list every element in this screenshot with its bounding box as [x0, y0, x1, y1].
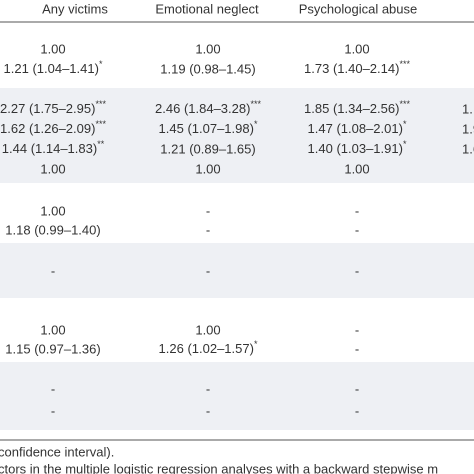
cell: 1.21 (0.89–1.65): [160, 141, 255, 156]
cell: -: [206, 263, 210, 278]
cell-value: 1.73 (1.40–2.14): [304, 61, 399, 76]
row-shade: [0, 243, 474, 298]
cell: 1.00: [344, 161, 369, 176]
cell: 1.44 (1.14–1.83)**: [2, 139, 105, 156]
row-shade: [0, 362, 474, 430]
significance: ***: [95, 119, 106, 129]
footnote: ctors in the multiple logistic regressio…: [0, 461, 438, 474]
significance: *: [99, 59, 103, 69]
cell: 1.00: [40, 41, 65, 56]
cell: 1.9: [462, 121, 474, 136]
cell: -: [206, 403, 210, 418]
cell: 1.45 (1.07–1.98)*: [159, 119, 258, 136]
row-shade: [0, 88, 474, 183]
cell: 1.00: [344, 41, 369, 56]
significance: *: [403, 139, 407, 149]
cell: 1.00: [195, 41, 220, 56]
cell: 1.00: [195, 322, 220, 337]
significance: ***: [250, 99, 261, 109]
cell-value: 1.47 (1.08–2.01): [308, 121, 403, 136]
cell: 1.62 (1.26–2.09)***: [0, 119, 106, 136]
cell: 1.00: [195, 161, 220, 176]
cell-value: 1.45 (1.07–1.98): [159, 121, 254, 136]
cell: 1.00: [40, 161, 65, 176]
cell-value: 1.44 (1.14–1.83): [2, 141, 97, 156]
cell: 1.18 (0.99–1.40): [5, 222, 100, 237]
cell: -: [51, 381, 55, 396]
column-header: Psychological abuse: [299, 1, 418, 16]
cell-value: 1.85 (1.34–2.56): [304, 101, 399, 116]
cell: -: [206, 203, 210, 218]
cell: -: [355, 263, 359, 278]
cell: 1.6: [462, 141, 474, 156]
cell: -: [355, 341, 359, 356]
cell: -: [355, 403, 359, 418]
cell: 1.00: [40, 322, 65, 337]
significance: **: [97, 139, 105, 149]
cell: -: [206, 381, 210, 396]
column-header: Emotional neglect: [155, 1, 259, 16]
cell: 1.00: [40, 203, 65, 218]
significance: ***: [399, 59, 410, 69]
cell-value: 2.46 (1.84–3.28): [155, 101, 250, 116]
cell: -: [355, 222, 359, 237]
cell: 2.27 (1.75–2.95)***: [0, 99, 106, 116]
significance: *: [403, 119, 407, 129]
cell: -: [355, 381, 359, 396]
significance: ***: [399, 99, 410, 109]
cell: 1.40 (1.03–1.91)*: [308, 139, 407, 156]
column-header: Any victims: [42, 1, 108, 16]
cell: 1.15 (0.97–1.36): [5, 341, 100, 356]
significance: *: [254, 119, 258, 129]
cell-value: 1.21 (1.04–1.41): [4, 61, 99, 76]
cell: 1.73 (1.40–2.14)***: [304, 59, 410, 76]
significance: *: [254, 339, 258, 349]
footnote: confidence interval).: [0, 444, 114, 459]
significance: ***: [95, 99, 106, 109]
cell: -: [51, 263, 55, 278]
cell: -: [206, 222, 210, 237]
cell: 1.47 (1.08–2.01)*: [308, 119, 407, 136]
cell: -: [355, 203, 359, 218]
cell: 1.85 (1.34–2.56)***: [304, 99, 410, 116]
cell: -: [51, 403, 55, 418]
cell: 2.46 (1.84–3.28)***: [155, 99, 261, 116]
cell-value: 1.26 (1.02–1.57): [159, 341, 254, 356]
cell-value: 2.27 (1.75–2.95): [0, 101, 95, 116]
cell: 1.26 (1.02–1.57)*: [159, 339, 258, 356]
cell: 1.21 (1.04–1.41)*: [4, 59, 103, 76]
cell: 1.: [462, 101, 473, 116]
cell: -: [355, 322, 359, 337]
cell-value: 1.40 (1.03–1.91): [308, 141, 403, 156]
cell: 1.19 (0.98–1.45): [160, 61, 255, 76]
cell-value: 1.62 (1.26–2.09): [0, 121, 95, 136]
